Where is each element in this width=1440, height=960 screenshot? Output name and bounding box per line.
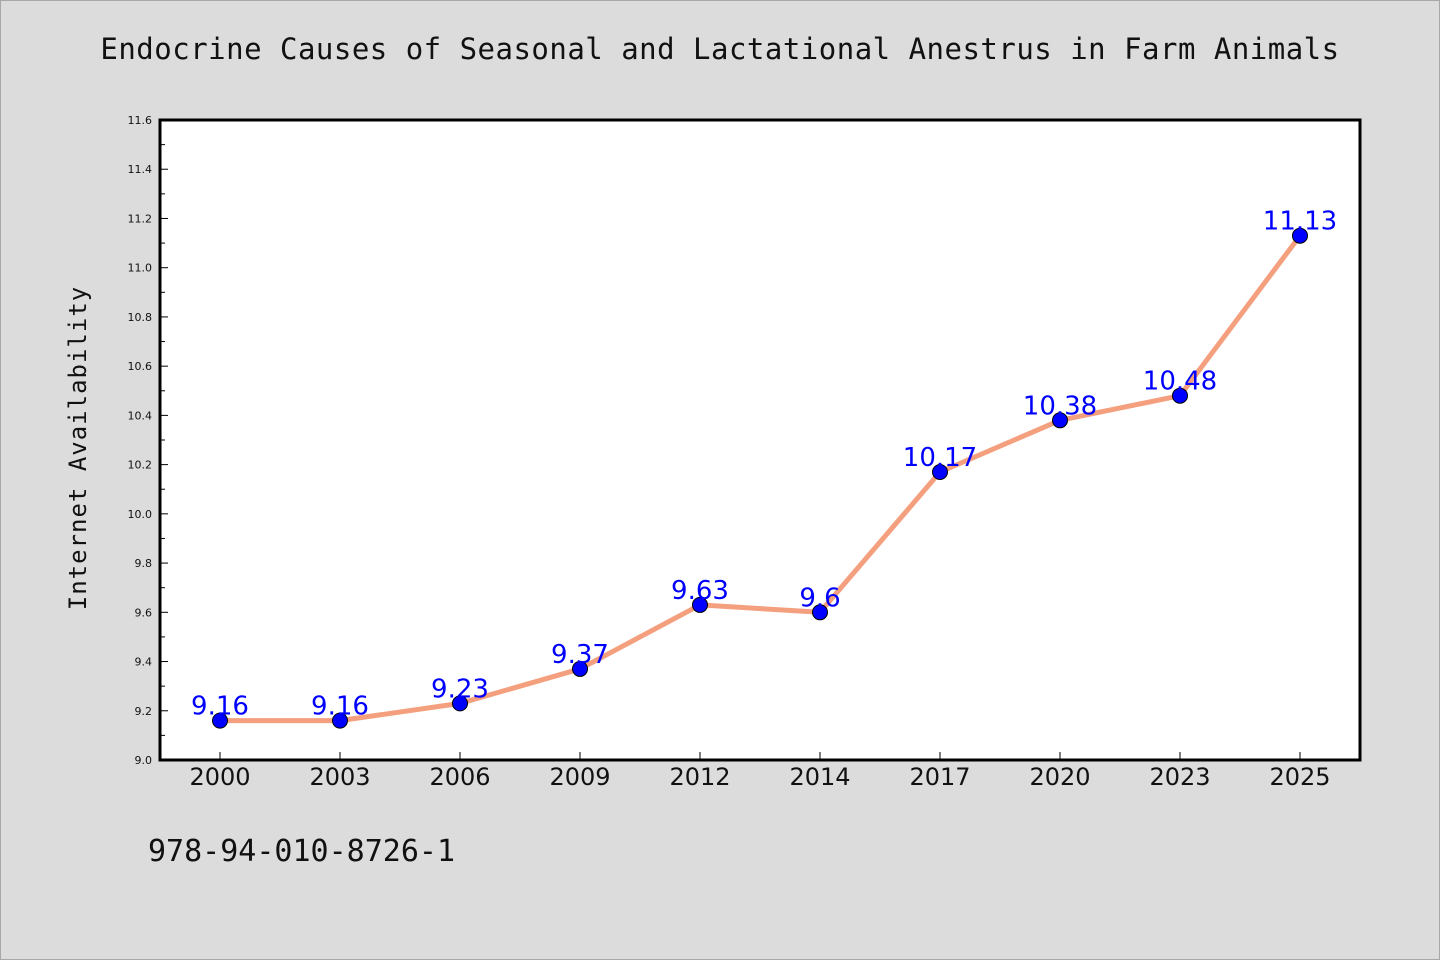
data-point bbox=[452, 695, 468, 712]
y-tick-label: 9.6 bbox=[135, 606, 153, 619]
y-axis-label: Internet Availability bbox=[64, 286, 92, 610]
data-label: 9.23 bbox=[431, 674, 489, 704]
y-tick-label: 11.2 bbox=[128, 212, 153, 225]
y-tick-label: 10.2 bbox=[128, 459, 153, 472]
y-tick-label: 11.6 bbox=[128, 114, 153, 127]
x-axis: 2000 2003 2006 2009 2012 2014 2017 2020 2023 2025 bbox=[189, 752, 1331, 791]
x-tick-label: 2000 bbox=[189, 763, 250, 791]
x-tick-label: 2020 bbox=[1029, 763, 1090, 791]
isbn-label: 978-94-010-8726-1 bbox=[148, 834, 456, 869]
data-point bbox=[1172, 387, 1188, 404]
data-labels-group: 9.16 9.16 9.23 9.37 9.63 9.6 10.17 10.38 10.48 11… bbox=[191, 207, 1337, 722]
x-tick-label: 2023 bbox=[1149, 763, 1210, 791]
x-tick-label: 2014 bbox=[789, 763, 850, 791]
plot-area bbox=[158, 118, 1362, 762]
x-tick-label: 2003 bbox=[309, 763, 370, 791]
data-point bbox=[1052, 412, 1068, 429]
data-label: 9.37 bbox=[551, 640, 609, 670]
chart-title: Endocrine Causes of Seasonal and Lactati… bbox=[100, 32, 1340, 66]
y-tick-label: 11.4 bbox=[128, 163, 153, 176]
data-label: 9.6 bbox=[799, 583, 840, 613]
y-tick-label: 11.0 bbox=[128, 262, 153, 275]
data-label: 10.48 bbox=[1143, 367, 1217, 397]
y-axis: 9.0 9.2 9.4 9.6 9.8 10.0 10.2 10.4 10.6 10.8 11.0 1… bbox=[128, 114, 168, 767]
y-tick-label: 9.0 bbox=[135, 754, 153, 767]
data-point bbox=[812, 604, 828, 621]
data-point bbox=[572, 660, 588, 677]
x-tick-label: 2025 bbox=[1269, 763, 1330, 791]
y-tick-label: 9.4 bbox=[135, 656, 153, 669]
series-line-group bbox=[220, 234, 1303, 724]
y-tick-label: 10.6 bbox=[128, 360, 153, 373]
y-tick-label: 10.8 bbox=[128, 311, 153, 324]
markers-group bbox=[212, 227, 1308, 729]
data-point bbox=[332, 712, 348, 729]
y-tick-label: 9.2 bbox=[135, 705, 153, 718]
x-tick-label: 2009 bbox=[549, 763, 610, 791]
data-label: 10.17 bbox=[903, 443, 977, 473]
x-tick-label: 2012 bbox=[669, 763, 730, 791]
data-label: 9.63 bbox=[671, 576, 729, 606]
y-tick-label: 10.0 bbox=[128, 508, 153, 521]
series-line bbox=[220, 234, 1303, 724]
data-label: 11.13 bbox=[1263, 207, 1337, 237]
data-point bbox=[1292, 227, 1308, 244]
data-label: 9.16 bbox=[311, 692, 369, 722]
data-label: 10.38 bbox=[1023, 391, 1097, 421]
data-point bbox=[932, 464, 948, 480]
data-point bbox=[212, 712, 228, 729]
data-point bbox=[692, 596, 708, 613]
x-tick-label: 2006 bbox=[429, 763, 490, 791]
data-label: 9.16 bbox=[191, 692, 249, 722]
x-tick-label: 2017 bbox=[909, 763, 970, 791]
y-tick-label: 10.4 bbox=[128, 409, 153, 422]
y-tick-label: 9.8 bbox=[135, 557, 153, 570]
